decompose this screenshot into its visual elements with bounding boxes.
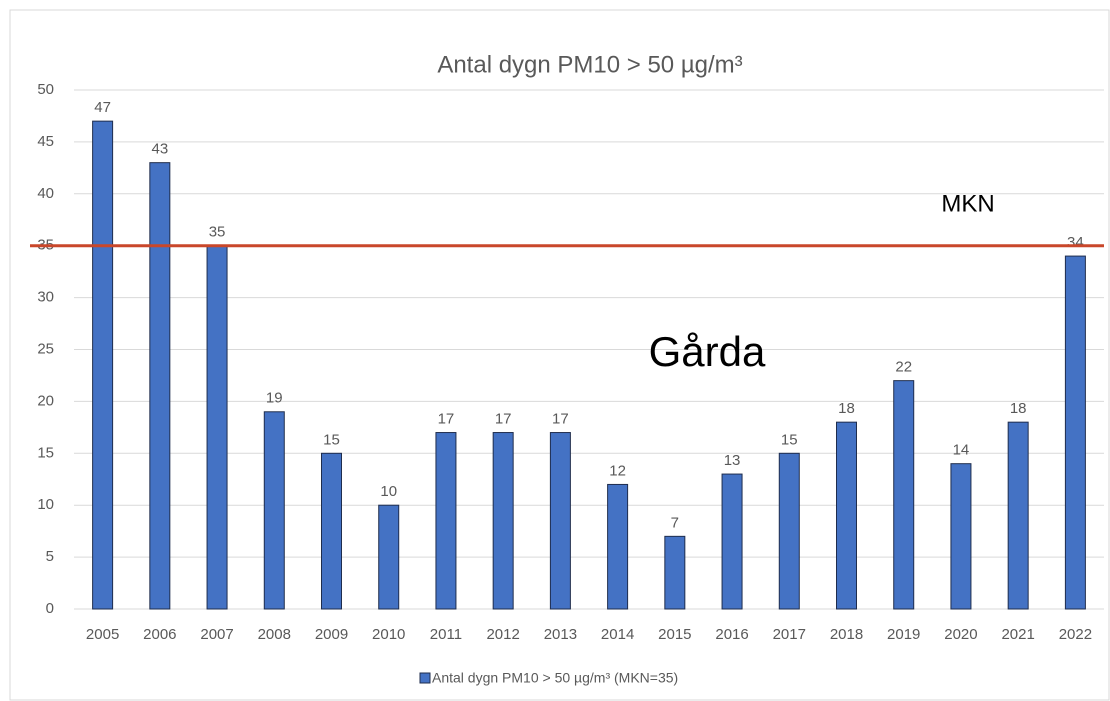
bar [664,535,686,610]
y-tick-label: 0 [46,600,54,617]
data-label: 7 [671,514,679,531]
bar [321,452,342,610]
x-tick-label: 2013 [544,626,577,643]
data-label: 22 [895,359,912,376]
chart-frame [9,9,1110,701]
data-label: 19 [266,390,283,407]
bar [263,411,285,610]
data-label: 47 [94,99,111,116]
annotation: Gårda [649,328,766,375]
bar [1064,255,1086,610]
x-tick-label: 2020 [944,626,977,643]
x-tick-label: 2006 [143,626,176,643]
x-tick-label: 2005 [86,626,119,643]
data-label: 14 [953,442,970,459]
data-label: 18 [838,400,855,417]
data-label: 43 [151,141,168,158]
bar [836,421,857,610]
data-label: 17 [495,411,512,428]
legend-label: Antal dygn PM10 > 50 µg/m³ (MKN=35) [432,670,678,686]
bar [149,162,171,610]
data-label: 12 [609,462,626,479]
bar [549,432,571,610]
x-tick-label: 2016 [715,626,748,643]
x-tick-label: 2010 [372,626,405,643]
x-tick-label: 2019 [887,626,920,643]
x-tick-label: 2011 [430,626,462,643]
y-tick-label: 5 [46,548,54,565]
x-tick-label: 2022 [1059,626,1092,643]
chart-title: Antal dygn PM10 > 50 µg/m³ [437,51,742,78]
y-tick-label: 45 [37,133,54,150]
y-tick-label: 10 [37,496,54,513]
data-label: 13 [724,452,741,469]
x-tick-label: 2008 [258,626,291,643]
bar [950,463,972,610]
bar [721,473,743,610]
y-tick-label: 25 [37,340,54,357]
data-label: 15 [781,431,798,448]
data-label: 35 [209,224,226,241]
x-tick-label: 2007 [200,626,233,643]
y-tick-label: 40 [37,185,54,202]
data-label: 17 [552,411,569,428]
x-tick-label: 2015 [658,626,691,643]
bar [92,120,114,610]
y-tick-label: 20 [37,392,54,409]
bar [778,452,800,610]
bar [492,432,514,610]
y-tick-label: 15 [37,444,54,461]
legend-key [419,672,431,684]
x-tick-label: 2012 [486,626,519,643]
data-label: 10 [380,483,397,500]
data-label: 17 [438,411,455,428]
data-label: 34 [1067,234,1084,251]
bar [206,245,228,610]
x-tick-label: 2017 [773,626,806,643]
data-label: 15 [323,431,340,448]
x-tick-label: 2009 [315,626,348,643]
y-tick-label: 30 [37,289,54,306]
bar [893,380,915,610]
data-label: 18 [1010,400,1027,417]
reference-label: MKN [941,190,994,217]
bar [378,504,400,610]
bar [435,432,457,610]
y-tick-label: 50 [37,81,54,98]
x-tick-label: 2018 [830,626,863,643]
bar [607,483,629,610]
x-tick-label: 2014 [601,626,634,643]
bar [1007,421,1029,610]
x-tick-label: 2021 [1001,626,1034,643]
